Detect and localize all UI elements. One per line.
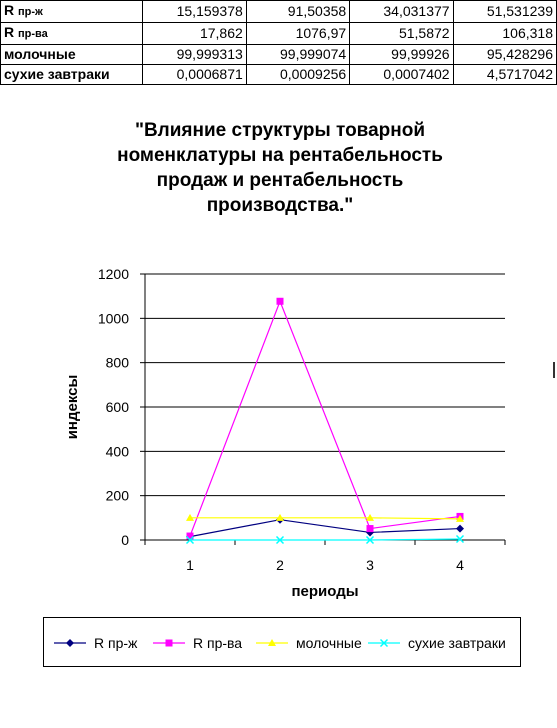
- table-cell: 0,0006871: [142, 64, 247, 85]
- table-row: сухие завтраки 0,0006871 0,0009256 0,000740…: [0, 64, 557, 85]
- series-line: [189, 517, 461, 520]
- y-tick-label: 400: [106, 443, 130, 459]
- table-cell: 1076,97: [245, 22, 351, 45]
- table-cell: 99,99926: [349, 44, 454, 65]
- row-label-text: R: [4, 2, 15, 18]
- table-cell: 91,50358: [245, 0, 351, 23]
- table-cell: 106,318: [452, 22, 557, 45]
- table-cell: 0,0009256: [245, 64, 351, 85]
- x-tick-label: 4: [456, 557, 464, 573]
- edge-marker: [553, 362, 555, 378]
- table-cell: 51,531239: [452, 0, 557, 23]
- legend-label: сухие завтраки: [408, 635, 506, 651]
- chart-title-line: производства.": [206, 195, 354, 216]
- y-tick-label: 200: [106, 488, 130, 504]
- row-label-text: сухие завтраки: [4, 66, 110, 82]
- y-tick-label: 1200: [98, 266, 129, 282]
- row-label-subscript: пр-ж: [18, 6, 43, 18]
- table-row: R пр-ж 15,159378 91,50358 34,031377 51,53123…: [0, 0, 557, 23]
- table-cell: 99,999074: [245, 44, 351, 65]
- data-point: [365, 535, 375, 545]
- x-tick-label: 3: [366, 557, 374, 573]
- legend-symbol-r-prz: [54, 639, 86, 647]
- row-label-subscript: пр-ва: [18, 28, 48, 40]
- table-cell: 0,0007402: [349, 64, 454, 85]
- data-point: [455, 534, 465, 544]
- chart-title-line: номенклатуры на рентабельность: [117, 145, 443, 166]
- row-label: сухие завтраки: [0, 64, 144, 85]
- data-point: [186, 532, 194, 540]
- legend-marker: [379, 638, 389, 648]
- table-cell: 95,428296: [452, 44, 557, 65]
- legend-marker: [165, 639, 173, 647]
- legend-marker: [66, 639, 74, 647]
- table-cell: 99,999313: [142, 44, 247, 65]
- y-tick-label: 0: [121, 532, 129, 548]
- legend-item: R пр-ва: [151, 633, 242, 653]
- legend-marker: [268, 639, 276, 646]
- legend-symbol-r-prva: [153, 639, 185, 647]
- row-label-text: молочные: [4, 46, 76, 62]
- x-tick-label: 2: [276, 557, 284, 573]
- legend-label: молочные: [296, 635, 362, 651]
- legend-item: молочные: [254, 633, 362, 653]
- y-axis-label: индексы: [64, 375, 81, 440]
- data-point: [275, 535, 285, 545]
- legend-item: сухие завтраки: [366, 633, 506, 653]
- legend-label: R пр-ва: [193, 635, 243, 651]
- legend-label: R пр-ж: [94, 635, 138, 651]
- data-point: [276, 297, 284, 305]
- data-point: [185, 535, 195, 545]
- table-cell: 15,159378: [142, 0, 247, 23]
- chart-legend: R пр-ж R пр-ва молочные сухие завтраки: [43, 617, 521, 667]
- x-tick-label: 1: [186, 557, 194, 573]
- y-tick-label: 600: [106, 399, 130, 415]
- chart-title-line: продаж и рентабельность: [156, 170, 404, 191]
- data-point: [456, 524, 464, 533]
- data-point: [366, 513, 374, 521]
- series-line: [189, 538, 461, 541]
- data-point: [456, 514, 464, 522]
- table-cell: 4,5717042: [452, 64, 557, 85]
- legend-item: R пр-ж: [52, 633, 137, 653]
- x-axis-label: периоды: [291, 583, 358, 600]
- data-point: [366, 525, 374, 533]
- legend-symbol-dairy: [256, 639, 288, 646]
- y-tick-label: 1000: [98, 310, 129, 326]
- y-tick-label: 800: [106, 355, 130, 371]
- row-label-text: R: [4, 24, 15, 40]
- series-line: [189, 299, 461, 537]
- chart-title-line: "Влияние структуры товарной: [134, 120, 426, 141]
- chart-title: "Влияние структуры товарной номенклатуры…: [60, 118, 500, 218]
- data-point: [186, 513, 194, 521]
- series-line: [189, 519, 461, 538]
- table-row: молочные 99,999313 99,999074 99,99926 95,428…: [0, 44, 557, 65]
- data-point: [276, 513, 284, 521]
- data-table: R пр-ж 15,159378 91,50358 34,031377 51,53123…: [0, 0, 557, 85]
- table-cell: 34,031377: [349, 0, 454, 23]
- legend-symbol-cereal: [368, 638, 400, 648]
